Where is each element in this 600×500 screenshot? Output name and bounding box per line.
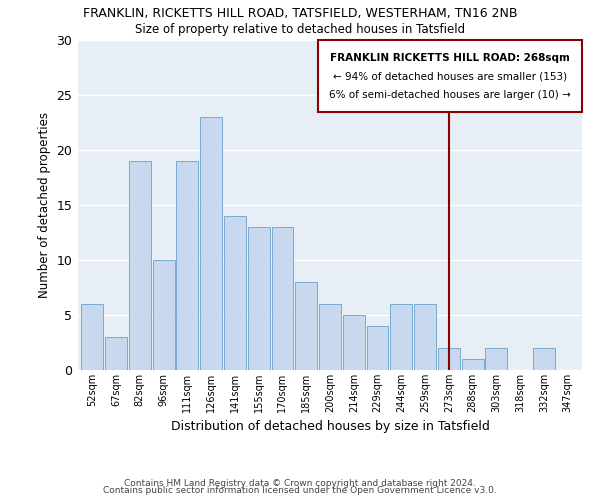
Bar (438, 348, 460, 370)
Bar (272, 227, 293, 370)
X-axis label: Distribution of detached houses by size in Tatsfield: Distribution of detached houses by size … (170, 420, 490, 434)
Bar (105, 337, 127, 370)
Bar (343, 315, 365, 370)
Bar (462, 359, 484, 370)
Text: Size of property relative to detached houses in Tatsfield: Size of property relative to detached ho… (135, 22, 465, 36)
Bar (248, 227, 269, 370)
Bar (414, 304, 436, 370)
Text: ← 94% of detached houses are smaller (153): ← 94% of detached houses are smaller (15… (333, 72, 567, 82)
Bar (533, 348, 555, 370)
Text: Contains HM Land Registry data © Crown copyright and database right 2024.: Contains HM Land Registry data © Crown c… (124, 478, 476, 488)
Bar (152, 260, 175, 370)
Bar (485, 348, 508, 370)
Bar (319, 304, 341, 370)
Y-axis label: Number of detached properties: Number of detached properties (38, 112, 51, 298)
FancyBboxPatch shape (318, 40, 582, 112)
Bar (129, 161, 151, 370)
Bar (82, 304, 103, 370)
Bar (367, 326, 388, 370)
Bar (200, 117, 222, 370)
Text: Contains public sector information licensed under the Open Government Licence v3: Contains public sector information licen… (103, 486, 497, 495)
Text: FRANKLIN RICKETTS HILL ROAD: 268sqm: FRANKLIN RICKETTS HILL ROAD: 268sqm (330, 53, 570, 63)
Bar (295, 282, 317, 370)
Bar (224, 216, 246, 370)
Text: 6% of semi-detached houses are larger (10) →: 6% of semi-detached houses are larger (1… (329, 90, 571, 100)
Bar (391, 304, 412, 370)
Text: FRANKLIN, RICKETTS HILL ROAD, TATSFIELD, WESTERHAM, TN16 2NB: FRANKLIN, RICKETTS HILL ROAD, TATSFIELD,… (83, 8, 517, 20)
Bar (176, 161, 198, 370)
